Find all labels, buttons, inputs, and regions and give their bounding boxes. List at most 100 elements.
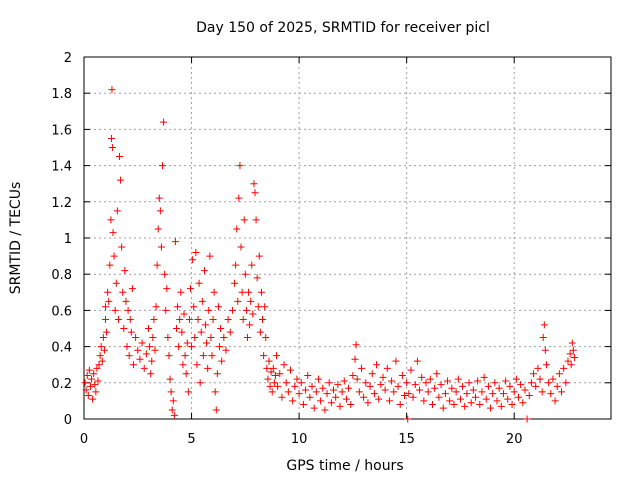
data-point (385, 397, 393, 405)
data-point (222, 346, 230, 354)
data-point (252, 216, 260, 224)
data-point (469, 386, 477, 394)
data-point (471, 393, 479, 401)
data-point (159, 162, 167, 170)
data-point (314, 375, 322, 383)
data-point (364, 399, 372, 407)
data-point (567, 361, 575, 369)
data-point (148, 357, 156, 365)
data-point (368, 370, 376, 378)
data-point (85, 366, 93, 374)
data-point (407, 366, 415, 374)
data-point (569, 346, 577, 354)
data-point (183, 339, 191, 347)
y-tick-label: 0.4 (51, 341, 72, 356)
data-point (125, 352, 133, 360)
data-point (218, 357, 226, 365)
data-point (171, 238, 179, 246)
data-point (539, 334, 547, 342)
data-point (446, 397, 454, 405)
data-point (426, 375, 434, 383)
data-point (332, 393, 340, 401)
data-point (259, 315, 267, 323)
y-tick-label: 0.6 (51, 304, 72, 319)
data-point (190, 303, 198, 311)
data-point (174, 303, 182, 311)
data-point (117, 176, 125, 184)
data-point (319, 384, 327, 392)
data-point (198, 297, 206, 305)
data-point (366, 382, 374, 390)
data-point (489, 390, 497, 398)
data-point (108, 144, 116, 151)
data-point (179, 361, 187, 369)
data-point (562, 379, 570, 387)
data-point (149, 334, 157, 342)
data-point (558, 388, 566, 396)
data-point (465, 379, 473, 387)
data-point (265, 357, 273, 365)
data-point (118, 243, 126, 251)
data-point (111, 306, 119, 314)
data-point (502, 377, 510, 385)
data-point (413, 357, 421, 365)
data-point (88, 375, 96, 383)
data-point (404, 415, 412, 423)
data-point (233, 225, 241, 233)
data-point (186, 285, 194, 293)
y-tick-label: 1.6 (51, 123, 72, 138)
data-point (115, 153, 123, 161)
data-point (264, 375, 272, 383)
data-point (189, 256, 197, 264)
tick-layer: 00.20.40.60.811.21.41.61.820 5 10 15 20 (51, 51, 611, 447)
data-point (250, 180, 258, 188)
data-point (237, 243, 245, 251)
data-point (235, 194, 243, 202)
data-point (182, 370, 190, 378)
data-point (226, 328, 234, 336)
data-point (241, 270, 249, 278)
data-point (284, 388, 292, 396)
x-tick-label: 10 (291, 432, 308, 447)
data-point (199, 352, 207, 360)
data-point (530, 370, 538, 378)
data-point (542, 361, 550, 369)
data-point (234, 297, 242, 305)
data-point (271, 372, 279, 380)
data-point (178, 328, 186, 336)
data-point (411, 381, 419, 389)
data-point (517, 381, 525, 389)
data-point (197, 328, 205, 336)
data-point (207, 334, 215, 342)
data-point (155, 194, 163, 202)
data-point (536, 375, 544, 383)
data-point (154, 225, 162, 233)
data-point (540, 321, 548, 329)
data-point (126, 315, 134, 323)
data-point (254, 303, 262, 311)
data-point (124, 306, 132, 314)
data-point (439, 404, 447, 412)
data-point (463, 390, 471, 398)
data-point (82, 386, 90, 394)
data-point (243, 334, 251, 342)
data-point (92, 388, 100, 396)
data-point (310, 404, 318, 412)
data-point (461, 402, 469, 410)
data-point (103, 328, 111, 336)
data-point (257, 288, 265, 296)
data-point (352, 341, 360, 349)
data-point (420, 397, 428, 405)
data-point (208, 352, 216, 360)
data-point (170, 411, 178, 419)
data-point (108, 86, 116, 94)
data-point (224, 315, 232, 323)
data-point (295, 390, 303, 398)
data-point (232, 261, 240, 269)
data-point (267, 368, 275, 376)
data-point (251, 189, 259, 197)
plot-frame (83, 56, 612, 420)
data-point (306, 393, 314, 401)
data-point (551, 397, 559, 405)
data-point (362, 379, 370, 387)
